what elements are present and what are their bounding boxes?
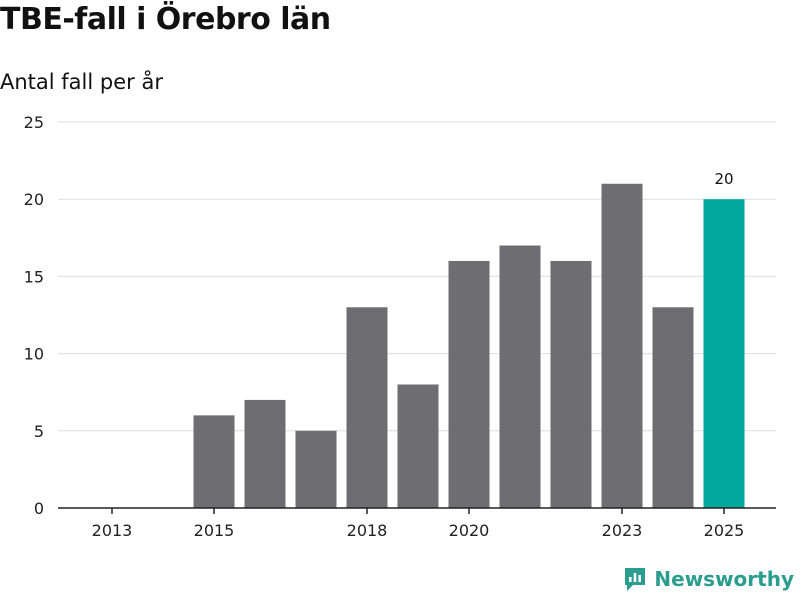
chart-subtitle: Antal fall per år [0, 70, 163, 94]
x-tick-label: 2023 [602, 521, 643, 540]
bar-2017 [295, 430, 337, 508]
x-tick-label: 2025 [704, 521, 745, 540]
y-tick-label: 0 [34, 499, 44, 518]
bar-2016 [244, 399, 286, 508]
bar-2021 [499, 245, 541, 508]
y-tick-label: 20 [24, 190, 44, 209]
x-tick-label: 2015 [194, 521, 235, 540]
brand-logo: Newsworthy [623, 566, 794, 592]
brand-name: Newsworthy [654, 567, 794, 591]
bar-2023 [601, 183, 643, 508]
y-tick-label: 15 [24, 267, 44, 286]
y-tick-label: 25 [24, 113, 44, 132]
bars [193, 183, 745, 508]
bar-2019 [397, 384, 439, 508]
data-label-2025: 20 [714, 170, 733, 188]
y-tick-label: 5 [34, 422, 44, 441]
y-tick-label: 10 [24, 345, 44, 364]
bar-2025 [703, 199, 745, 508]
axes [58, 507, 776, 514]
bar-2022 [550, 260, 592, 508]
bar-2020 [448, 260, 490, 508]
newsworthy-logo-icon [625, 568, 646, 591]
bar-2024 [652, 307, 694, 508]
bar-2018 [346, 307, 388, 508]
bar-2015 [193, 415, 235, 508]
chart-title: TBE-fall i Örebro län [0, 2, 331, 37]
x-tick-label: 2020 [449, 521, 490, 540]
x-tick-label: 2018 [347, 521, 388, 540]
x-tick-label: 2013 [92, 521, 133, 540]
